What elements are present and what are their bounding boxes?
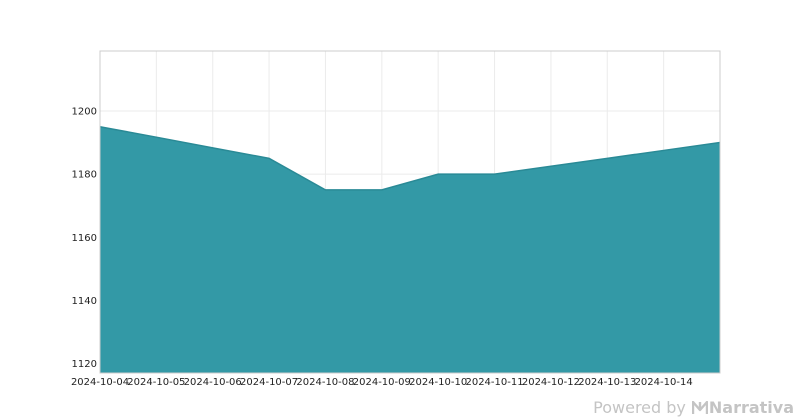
x-tick-label: 2024-10-08	[296, 377, 354, 388]
area-series	[99, 126, 721, 373]
x-tick-label: 2024-10-07	[240, 377, 298, 388]
plot-frame	[99, 50, 721, 374]
x-tick-label: 2024-10-04	[71, 377, 129, 388]
x-axis: 2024-10-042024-10-052024-10-062024-10-07…	[71, 377, 693, 388]
y-tick-label: 1160	[72, 233, 97, 244]
narrativa-brand: Narrativa	[691, 398, 794, 417]
y-tick-label: 1140	[72, 296, 97, 307]
x-tick-label: 2024-10-13	[578, 377, 636, 388]
x-tick-label: 2024-10-05	[127, 377, 185, 388]
x-tick-label: 2024-10-14	[635, 377, 693, 388]
y-tick-label: 1120	[72, 359, 97, 370]
y-axis: 1120 1140 1160 1180 1200	[72, 106, 97, 370]
x-tick-label: 2024-10-06	[184, 377, 242, 388]
area-fill	[100, 126, 720, 373]
y-tick-label: 1200	[72, 106, 97, 117]
x-tick-label: 2024-10-11	[465, 377, 523, 388]
watermark-text: Powered by	[593, 398, 686, 417]
brand-name: Narrativa	[708, 398, 794, 417]
x-tick-label: 2024-10-09	[353, 377, 411, 388]
series-line	[99, 126, 721, 191]
x-tick-label: 2024-10-12	[522, 377, 580, 388]
y-tick-label: 1180	[72, 170, 97, 181]
watermark[interactable]: Powered by Narrativa	[593, 398, 794, 417]
x-tick-label: 2024-10-10	[409, 377, 467, 388]
narrativa-logo-icon	[691, 400, 708, 414]
